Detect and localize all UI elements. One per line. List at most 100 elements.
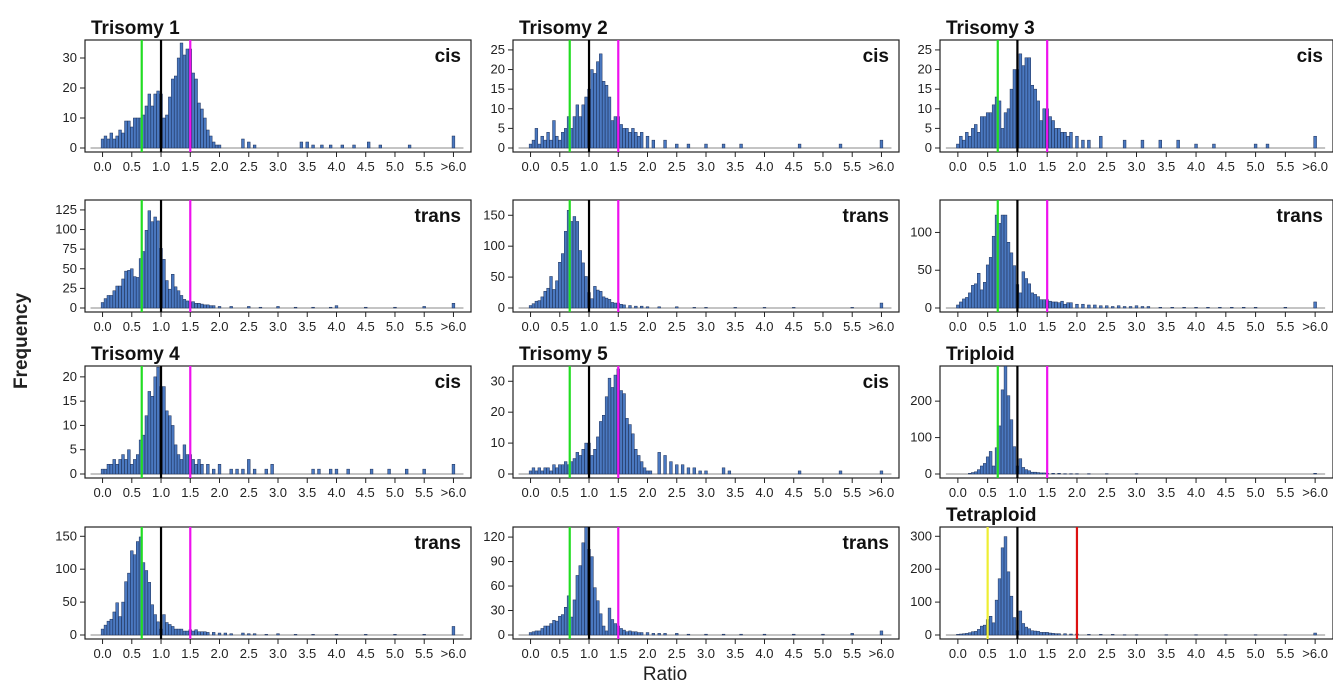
histogram-bar [121, 454, 125, 475]
histogram-bar [985, 112, 990, 149]
histogram-bar [531, 139, 536, 149]
histogram-bar [634, 631, 638, 636]
x-tick-label: 2.5 [668, 319, 686, 334]
histogram-bar [1066, 135, 1070, 149]
histogram-bar [100, 468, 105, 475]
histogram-bar [543, 467, 547, 475]
histogram-bar [203, 117, 207, 149]
x-tick-label: 5.5 [1276, 646, 1294, 661]
histogram-bar [604, 297, 609, 309]
x-tick-label: 1.0 [580, 646, 598, 661]
histogram-bar [124, 581, 128, 636]
x-tick-label: 4.0 [1187, 646, 1205, 661]
histogram-bar [1164, 634, 1168, 636]
histogram-bar [176, 454, 181, 475]
histogram-bar [334, 634, 339, 636]
histogram-bar [147, 210, 151, 309]
y-tick-label: 125 [55, 202, 77, 217]
histogram-bar [168, 624, 172, 636]
histogram-bar [1063, 303, 1067, 309]
histogram-bar [212, 632, 216, 636]
histogram-bar [537, 630, 541, 636]
x-tick-label: 0.0 [522, 485, 540, 500]
x-tick-label: 0.5 [551, 646, 569, 661]
x-tick-label: 5.0 [814, 646, 832, 661]
histogram-bar [991, 465, 996, 475]
histogram-bar [451, 464, 456, 475]
panel-title: Trisomy 5 [519, 344, 608, 365]
x-tick-label: 3.0 [1127, 485, 1145, 500]
histogram-bar [1027, 57, 1031, 149]
histogram-bar [537, 143, 541, 149]
x-tick-label: 0.0 [94, 646, 112, 661]
histogram-bar [367, 141, 371, 149]
histogram-bar [971, 472, 975, 475]
histogram-bar [1054, 301, 1058, 309]
x-tick-label: 1.5 [1038, 646, 1056, 661]
histogram-bar [1003, 536, 1008, 636]
histogram-bar [1024, 626, 1029, 636]
histogram-bar [1054, 128, 1058, 149]
histogram-bar [168, 96, 172, 149]
histogram-bar [451, 626, 456, 636]
histogram-bar [185, 300, 189, 309]
histogram-bar [171, 425, 175, 475]
y-tick-label: 0 [70, 627, 77, 642]
histogram-bar [247, 459, 251, 475]
histogram-bar [1006, 571, 1011, 636]
y-tick-label: 50 [63, 261, 77, 276]
histogram-bar [1012, 446, 1017, 475]
y-tick-label: 10 [491, 435, 505, 450]
panel-tag: trans [843, 206, 889, 227]
x-tick-label: 1.5 [181, 646, 199, 661]
histogram-bar [130, 550, 134, 636]
x-tick-label: 2.5 [668, 159, 686, 174]
histogram-bar [1000, 389, 1005, 475]
x-tick-label: 2.5 [240, 485, 258, 500]
histogram-bar [974, 283, 978, 309]
x-tick-label: 3.0 [697, 159, 715, 174]
histogram-bar [977, 132, 981, 149]
histogram-bar [1253, 143, 1258, 149]
histogram-bar [546, 287, 550, 309]
histogram-bar [739, 143, 743, 149]
histogram-bar [540, 470, 544, 475]
histogram-bar [1024, 278, 1029, 309]
histogram-bar [590, 298, 594, 309]
histogram-bar [320, 144, 324, 149]
x-tick-label: 4.0 [327, 159, 345, 174]
histogram-bar [1030, 292, 1034, 309]
histogram-bar [599, 613, 603, 636]
histogram-bar [264, 634, 268, 636]
x-tick-label: 3.5 [298, 485, 316, 500]
histogram-bar [1048, 116, 1052, 149]
histogram-bar [1057, 302, 1061, 309]
histogram-bar [977, 272, 981, 309]
histogram-bar [121, 601, 125, 636]
histogram-bar [558, 615, 562, 636]
histogram-bar [1140, 139, 1145, 149]
histogram-bar [1051, 120, 1055, 149]
x-tick-label: 5.5 [843, 485, 861, 500]
histogram-bar [675, 464, 679, 475]
histogram-bar [135, 541, 140, 636]
histogram-bar [179, 42, 184, 149]
histogram-bar [561, 253, 565, 309]
x-tick-label: 1.0 [580, 159, 598, 174]
x-tick-label: 3.0 [269, 485, 287, 500]
histogram-bar [1030, 630, 1034, 636]
histogram-bar [217, 464, 222, 475]
histogram-bar [162, 259, 166, 309]
x-tick-label: 0.0 [522, 646, 540, 661]
histogram-bar [179, 628, 184, 636]
histogram-bar [1158, 306, 1162, 309]
histogram-bar [1036, 472, 1040, 475]
histogram-bar [1134, 473, 1139, 475]
panel-6: 0 50 100 0.0 0.5 1.0 1.5 2.0 2.5 3.0 3.5 4.0 4.5 5.0 5… [910, 199, 1333, 334]
histogram-bar [252, 144, 257, 149]
histogram-bar [563, 128, 568, 149]
x-tick-label: 3.0 [697, 485, 715, 500]
x-tick-label: 1.0 [1008, 319, 1026, 334]
histogram-bar [176, 290, 181, 309]
x-tick-label: 1.0 [1008, 159, 1026, 174]
